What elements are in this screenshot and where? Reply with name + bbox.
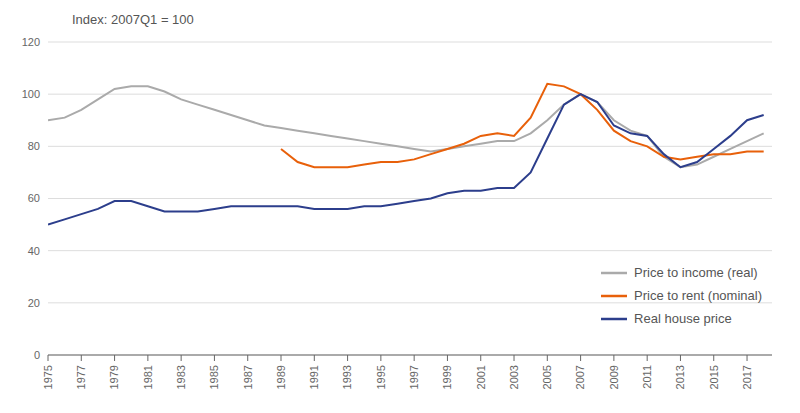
svg-text:2009: 2009: [608, 365, 620, 389]
svg-text:2001: 2001: [475, 365, 487, 389]
svg-text:2007: 2007: [574, 365, 586, 389]
svg-text:20: 20: [28, 297, 40, 309]
svg-text:80: 80: [28, 140, 40, 152]
svg-text:1983: 1983: [175, 365, 187, 389]
svg-text:1999: 1999: [441, 365, 453, 389]
svg-text:1975: 1975: [42, 365, 54, 389]
svg-text:2005: 2005: [541, 365, 553, 389]
svg-text:2011: 2011: [641, 365, 653, 389]
svg-text:100: 100: [22, 88, 40, 100]
svg-text:40: 40: [28, 245, 40, 257]
svg-text:1997: 1997: [408, 365, 420, 389]
svg-text:2015: 2015: [708, 365, 720, 389]
svg-text:2017: 2017: [741, 365, 753, 389]
svg-text:2013: 2013: [674, 365, 686, 389]
svg-text:1977: 1977: [75, 365, 87, 389]
svg-text:1995: 1995: [375, 365, 387, 389]
html-text:Price to rent (nominal): Price to rent (nominal): [634, 288, 762, 303]
svg-text:2003: 2003: [508, 365, 520, 389]
svg-text:1987: 1987: [242, 365, 254, 389]
svg-text:1985: 1985: [208, 365, 220, 389]
html-text:Index: 2007Q1 = 100: Index: 2007Q1 = 100: [72, 12, 194, 27]
html-text:Price to income (real): Price to income (real): [634, 265, 758, 280]
svg-text:0: 0: [34, 349, 40, 361]
svg-text:1981: 1981: [142, 365, 154, 389]
svg-text:120: 120: [22, 36, 40, 48]
svg-text:60: 60: [28, 192, 40, 204]
svg-text:1989: 1989: [275, 365, 287, 389]
html-text:Real house price: Real house price: [634, 311, 732, 326]
svg-text:1993: 1993: [341, 365, 353, 389]
svg-text:1979: 1979: [108, 365, 120, 389]
svg-text:1991: 1991: [308, 365, 320, 389]
